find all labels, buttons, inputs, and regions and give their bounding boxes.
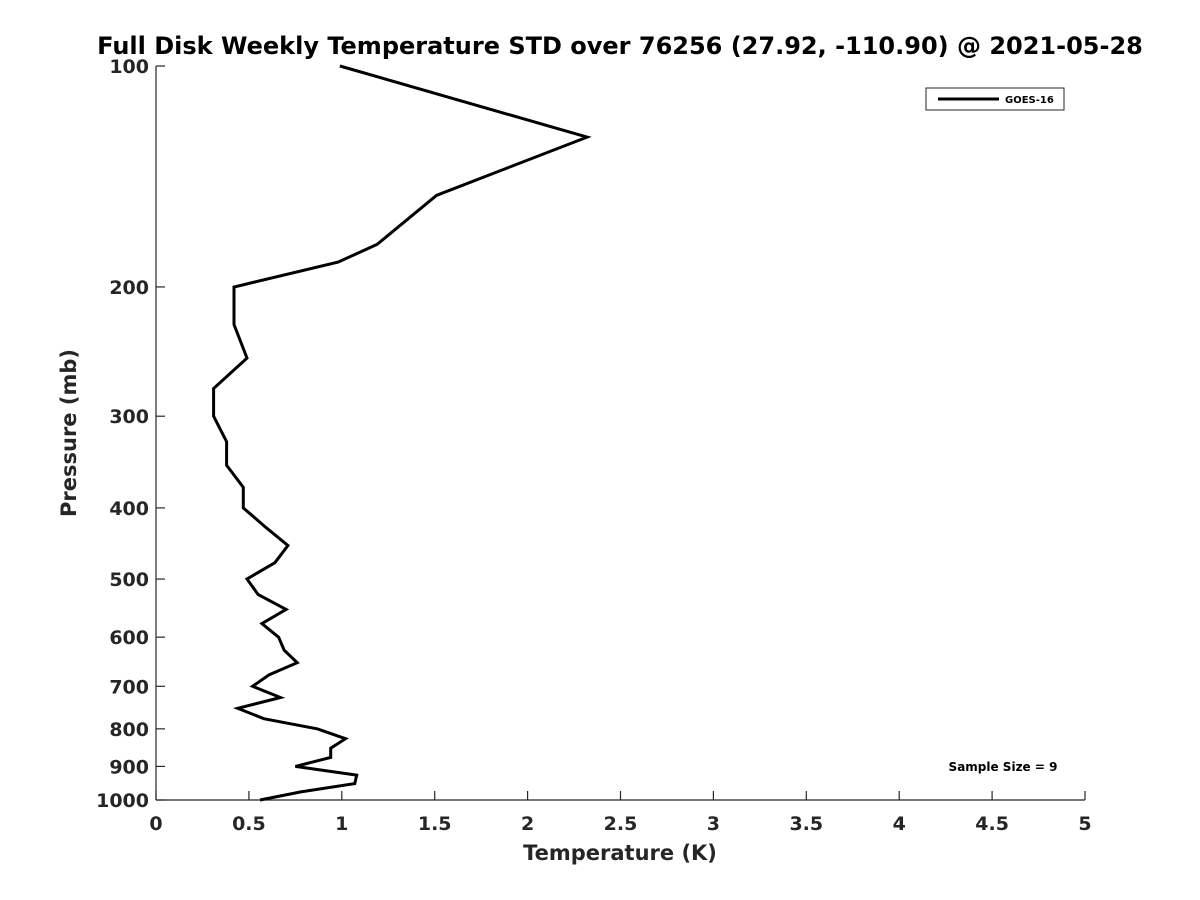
sample-size-annotation: Sample Size = 9 (949, 760, 1058, 774)
x-tick-label: 1 (335, 813, 348, 835)
x-tick-label: 5 (1078, 813, 1091, 835)
y-tick-label: 200 (109, 277, 149, 299)
x-tick-label: 0.5 (232, 813, 266, 835)
x-tick-label: 0 (149, 813, 162, 835)
y-tick-label: 800 (109, 719, 149, 741)
y-axis-label: Pressure (mb) (57, 349, 81, 517)
y-tick-label: 300 (109, 406, 149, 428)
x-tick-label: 4 (893, 813, 906, 835)
x-axis-label: Temperature (K) (523, 841, 717, 865)
x-tick-label: 2.5 (604, 813, 638, 835)
x-tick-label: 3 (707, 813, 720, 835)
legend: GOES-16 (925, 87, 1065, 111)
y-tick-label: 400 (109, 498, 149, 520)
y-tick-label: 900 (109, 756, 149, 778)
y-tick-label: 500 (109, 569, 149, 591)
plot-area: 0 0.5 1 1.5 2 2.5 3 3.5 4 4.5 5 100 200 300 400 500 600… (96, 56, 1092, 835)
chart-title: Full Disk Weekly Temperature STD over 76… (97, 32, 1143, 60)
x-axis-ticks: 0 0.5 1 1.5 2 2.5 3 3.5 4 4.5 5 (149, 791, 1092, 835)
y-tick-label: 700 (109, 676, 149, 698)
y-axis-ticks: 100 200 300 400 500 600 700 800 900 1000 (96, 56, 165, 812)
x-tick-label: 3.5 (789, 813, 823, 835)
x-tick-label: 1.5 (418, 813, 452, 835)
y-tick-label: 100 (109, 56, 149, 78)
x-tick-label: 2 (521, 813, 534, 835)
y-tick-label: 600 (109, 627, 149, 649)
x-tick-label: 4.5 (975, 813, 1009, 835)
y-tick-label: 1000 (96, 790, 149, 812)
series-line-goes-16 (212, 64, 592, 802)
legend-label-goes-16: GOES-16 (1005, 95, 1054, 106)
